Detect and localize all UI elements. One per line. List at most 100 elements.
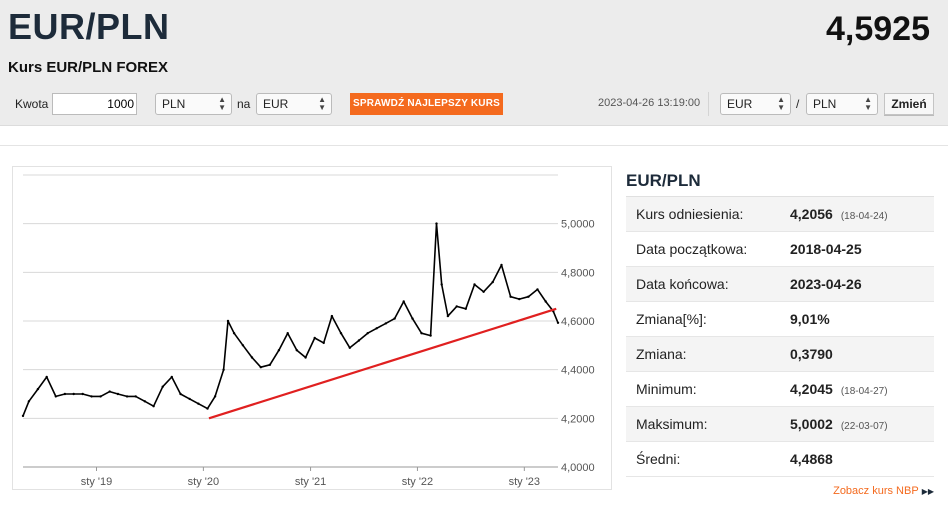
to-currency-select[interactable]: EUR ▲ ▼ [256,93,332,115]
data-point [134,395,137,398]
data-point [322,341,325,345]
data-point [482,290,485,293]
data-point [402,300,405,303]
current-rate: 4,5925 [826,10,930,48]
stat-date: (18-04-27) [840,386,888,397]
data-point [188,397,191,401]
data-point [170,375,173,379]
data-point [366,332,369,335]
stat-value: 0,3790 [790,346,833,362]
nbp-rate-link[interactable]: Zobacz kurs NBP ▶▶ [833,485,934,497]
stat-label: Zmiana[%]: [636,311,707,327]
data-point [226,319,230,323]
data-point [518,297,521,301]
stat-row-change: Zmiana: 0,3790 [626,337,934,372]
data-point [455,305,458,308]
quote-currency-select[interactable]: PLN ▲ ▼ [806,93,878,115]
y-tick-label: 5,0000 [561,219,595,231]
data-point [90,395,93,398]
data-point [544,300,547,303]
select-arrows-icon: ▲ ▼ [218,95,226,112]
double-chevron-right-icon: ▶▶ [921,487,934,496]
x-tick-label: sty '20 [188,476,219,488]
base-currency-select[interactable]: EUR ▲ ▼ [720,93,791,115]
stat-value-text: 5,0002 [790,416,833,432]
data-point [108,390,111,393]
data-point [232,332,236,335]
data-point [161,385,164,388]
converter-toolbar: Kwota PLN ▲▼ na EUR ▲▼ SPRAWDŹ NAJLEPSZY… [0,92,948,118]
from-currency-select[interactable]: PLN ▲ ▼ [155,93,232,115]
change-pair-button[interactable]: Zmień [884,93,934,115]
from-currency-value: PLN [162,97,186,111]
data-point [116,392,120,396]
stats-table: Kurs odniesienia: 4,2056 (18-04-24) Data … [626,197,934,477]
data-point [357,339,361,342]
best-rate-button[interactable]: SPRAWDŹ NAJLEPSZY KURS [350,93,503,115]
stat-value: 4,2056 (18-04-24) [790,197,888,234]
data-point [509,295,512,298]
select-arrows-icon: ▲ ▼ [318,95,326,112]
stat-label: Data końcowa: [636,276,729,292]
data-point [330,314,334,318]
data-point [36,387,40,391]
stats-panel: EUR/PLN Kurs odniesienia: 4,2056 (18-04-2… [626,166,934,477]
stat-row-end-date: Data końcowa: 2023-04-26 [626,267,934,302]
stat-value: 4,4868 [790,451,833,467]
stat-row-minimum: Minimum: 4,2045 (18-04-27) [626,372,934,407]
data-point [213,395,217,398]
data-point [420,332,423,335]
divider [708,92,709,116]
data-point [206,407,209,410]
data-point [384,322,387,325]
stat-value-text: 4,2056 [790,206,833,222]
trend-line [208,307,557,420]
data-point [125,395,129,398]
data-point [72,392,75,396]
select-arrows-icon: ▲ ▼ [777,95,785,112]
data-point [21,414,25,418]
base-currency-value: EUR [727,97,753,111]
data-point [143,400,146,403]
stat-row-average: Średni: 4,4868 [626,442,934,477]
price-series-line [22,222,559,417]
data-point [429,334,432,337]
data-point [45,375,48,379]
data-point [446,314,450,318]
rate-timestamp: 2023-04-26 13:19:00 [598,97,701,109]
panel-title: EUR/PLN [626,166,934,197]
stat-label: Zmiana: [636,346,687,362]
stat-label: Maksimum: [636,416,708,432]
data-point [473,283,476,286]
chart-canvas: 5,0000 4,8000 4,6000 4,4000 4,2000 4,0000 sty … [21,174,595,488]
stat-value: 2023-04-26 [790,276,862,292]
data-point [268,363,272,366]
data-point [63,392,67,396]
data-point [435,222,438,225]
pair-slash: / [796,97,800,111]
data-point [440,283,443,286]
data-point [393,317,396,320]
stat-value: 9,01% [790,311,830,327]
y-tick-label: 4,4000 [561,365,595,377]
stat-label: Minimum: [636,381,697,397]
data-point [536,288,539,291]
amount-input[interactable] [52,93,137,115]
y-tick-label: 4,2000 [561,413,595,425]
stat-value-text: 4,2045 [790,381,833,397]
data-point [259,366,262,369]
amount-label: Kwota [15,97,49,111]
data-point [179,392,182,396]
data-point [286,332,289,335]
pair-title: EUR/PLN [8,6,170,47]
data-point [99,395,102,398]
data-point [277,349,281,352]
select-arrows-icon: ▲ ▼ [864,95,872,112]
data-point [500,263,503,267]
data-point [527,295,530,298]
nbp-link-text: Zobacz kurs NBP [833,485,919,497]
to-currency-value: EUR [263,97,289,111]
stat-label: Średni: [636,451,681,467]
x-tick-label: sty '21 [295,476,326,488]
data-point [464,307,467,310]
